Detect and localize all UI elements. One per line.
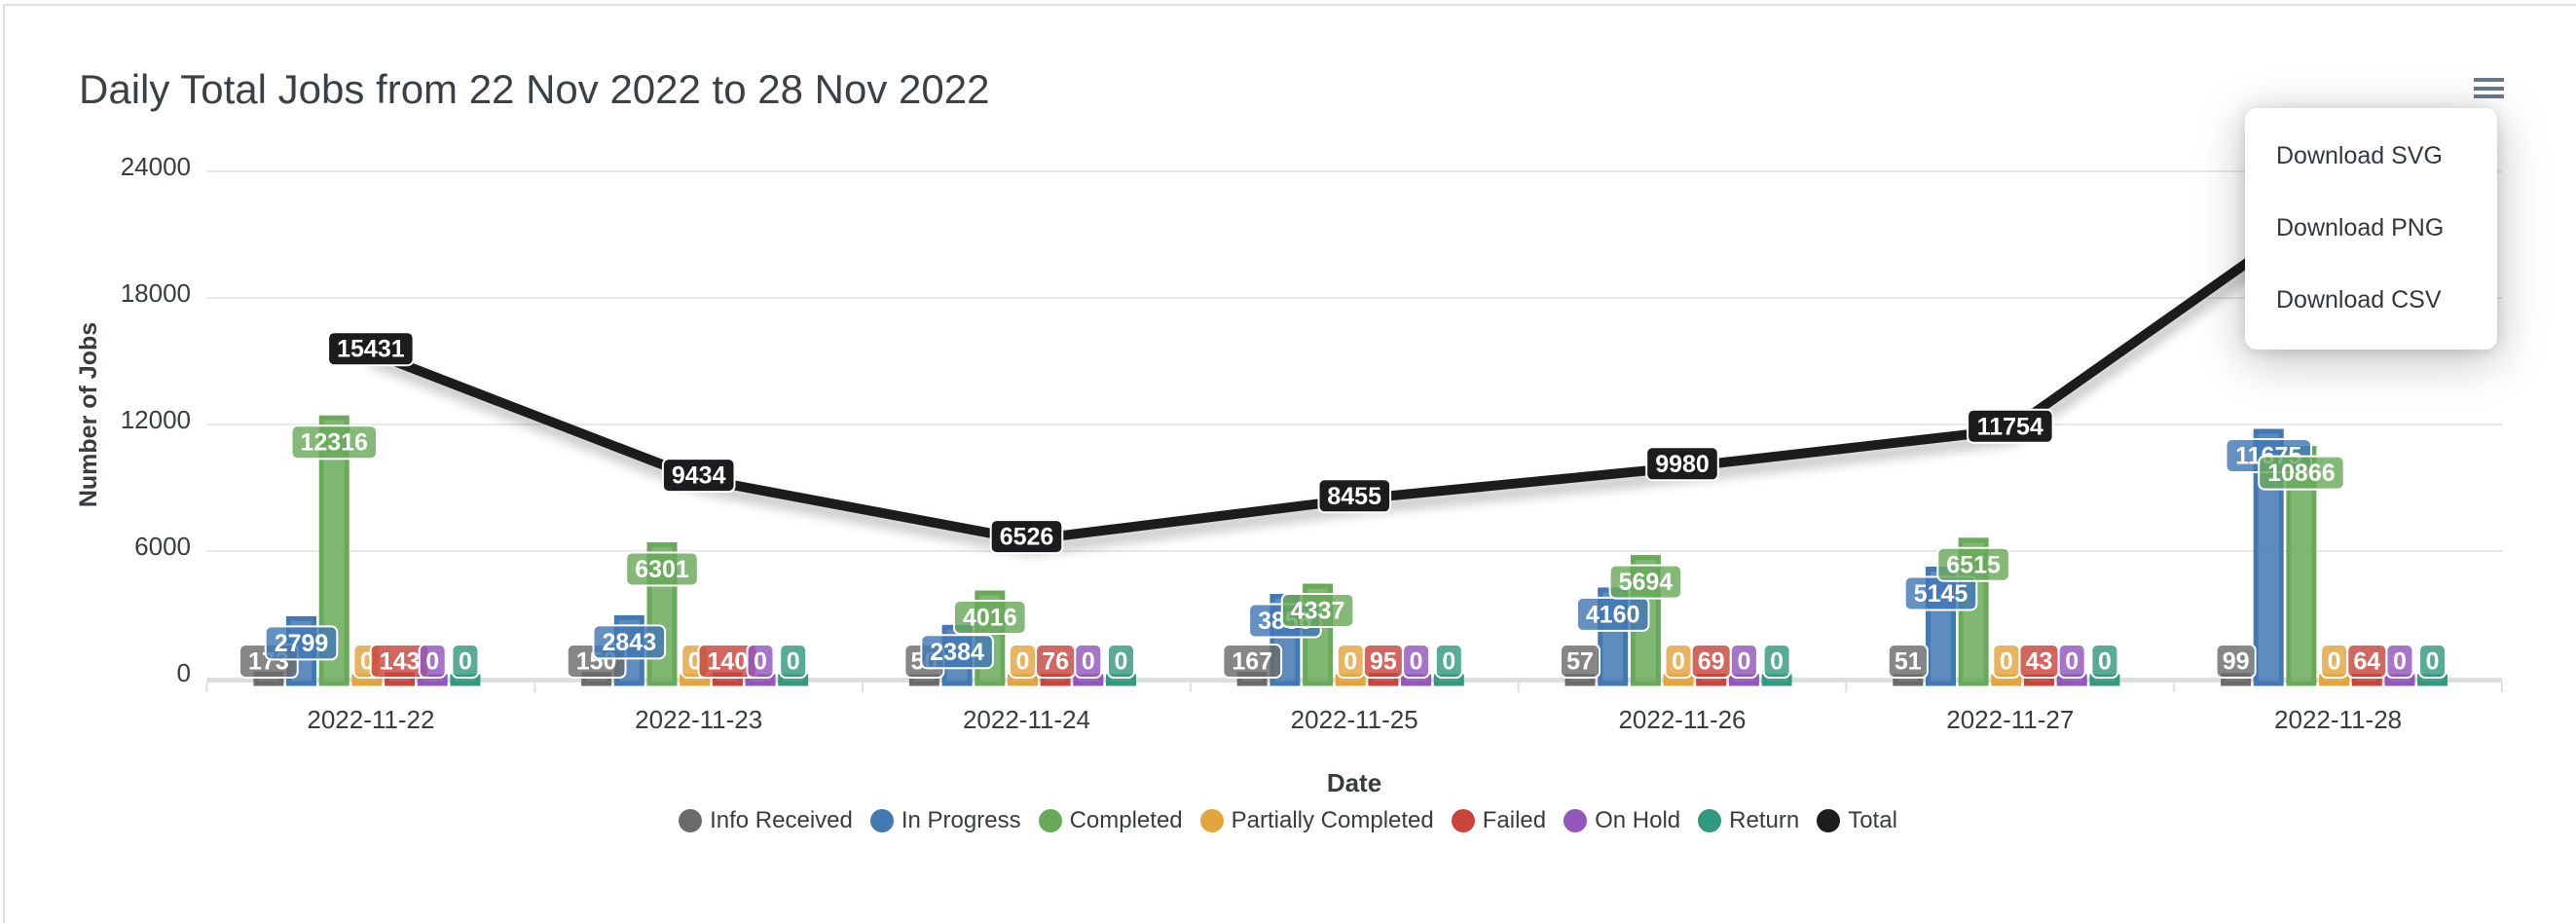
svg-text:0: 0 [177, 658, 191, 687]
svg-text:9434: 9434 [672, 462, 726, 490]
svg-text:5694: 5694 [1619, 569, 1674, 596]
svg-text:69: 69 [1698, 648, 1725, 676]
svg-text:95: 95 [1370, 648, 1397, 676]
svg-text:2022-11-25: 2022-11-25 [1291, 705, 1418, 734]
svg-text:64: 64 [2353, 648, 2380, 676]
svg-text:6526: 6526 [1000, 524, 1054, 551]
svg-text:6000: 6000 [134, 532, 191, 561]
svg-text:Daily Total Jobs from 22 Nov 2: Daily Total Jobs from 22 Nov 2022 to 28 … [79, 66, 989, 112]
svg-text:0: 0 [2098, 648, 2112, 676]
svg-text:12316: 12316 [300, 429, 368, 457]
svg-text:0: 0 [1770, 648, 1784, 676]
svg-text:140: 140 [708, 648, 749, 676]
svg-text:2022-11-27: 2022-11-27 [1946, 705, 2074, 734]
svg-text:0: 0 [2065, 648, 2079, 676]
svg-text:0: 0 [787, 648, 800, 676]
svg-text:4160: 4160 [1586, 601, 1640, 628]
svg-text:0: 0 [425, 648, 439, 676]
svg-text:2384: 2384 [930, 639, 984, 666]
svg-text:8455: 8455 [1327, 483, 1381, 510]
svg-text:0: 0 [1115, 648, 1128, 676]
svg-text:6515: 6515 [1946, 551, 2001, 578]
svg-text:10866: 10866 [2267, 460, 2336, 487]
svg-text:12000: 12000 [121, 405, 191, 434]
svg-text:43: 43 [2026, 648, 2053, 676]
svg-text:18000: 18000 [121, 278, 191, 308]
svg-text:2022-11-23: 2022-11-23 [635, 705, 762, 734]
svg-text:Date: Date [1327, 768, 1381, 797]
svg-text:51: 51 [1895, 648, 1922, 676]
svg-text:5145: 5145 [1914, 580, 1969, 608]
svg-text:24000: 24000 [121, 152, 191, 181]
svg-text:0: 0 [754, 648, 767, 676]
svg-text:2022-11-24: 2022-11-24 [963, 705, 1090, 734]
svg-text:0: 0 [1082, 648, 1095, 676]
svg-text:2022-11-22: 2022-11-22 [307, 705, 434, 734]
svg-text:0: 0 [1343, 648, 1357, 676]
svg-text:0: 0 [2393, 648, 2407, 676]
svg-text:0: 0 [2000, 648, 2013, 676]
svg-text:76: 76 [1042, 648, 1069, 676]
svg-text:143: 143 [380, 648, 421, 676]
svg-text:6301: 6301 [635, 556, 689, 583]
svg-text:99: 99 [2223, 648, 2250, 676]
svg-text:0: 0 [2426, 648, 2440, 676]
svg-text:15431: 15431 [337, 336, 405, 363]
svg-text:0: 0 [1410, 648, 1423, 676]
svg-text:2799: 2799 [275, 630, 329, 657]
svg-text:9980: 9980 [1655, 451, 1710, 478]
svg-text:57: 57 [1566, 648, 1594, 676]
svg-text:0: 0 [1672, 648, 1685, 676]
svg-text:0: 0 [1442, 648, 1455, 676]
svg-text:0: 0 [2328, 648, 2341, 676]
svg-text:Number of Jobs: Number of Jobs [75, 322, 102, 507]
svg-text:11754: 11754 [1977, 413, 2043, 440]
svg-text:0: 0 [459, 648, 472, 676]
svg-text:0: 0 [1737, 648, 1750, 676]
svg-text:2022-11-26: 2022-11-26 [1618, 705, 1746, 734]
svg-text:2022-11-28: 2022-11-28 [2274, 705, 2402, 734]
svg-text:4016: 4016 [963, 605, 1017, 632]
svg-text:4337: 4337 [1291, 598, 1345, 625]
svg-text:0: 0 [1016, 648, 1030, 676]
svg-text:167: 167 [1232, 648, 1272, 676]
svg-text:2843: 2843 [602, 629, 656, 656]
